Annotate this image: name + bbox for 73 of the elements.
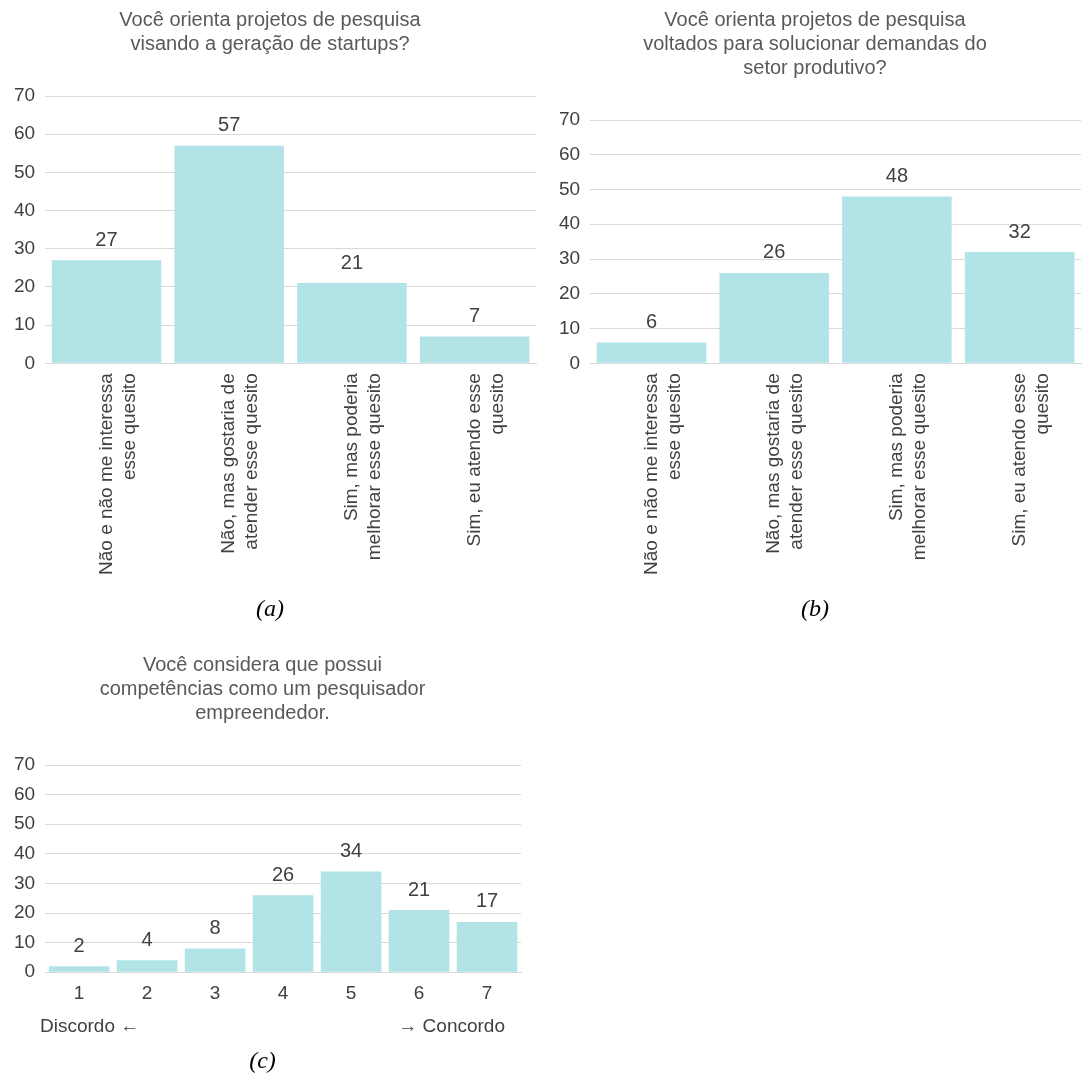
y-tick-label: 40 xyxy=(558,212,581,234)
x-tick-label: 6 xyxy=(413,981,425,1003)
x-tick-label: 5 xyxy=(345,981,357,1003)
x-tick-label: 1 xyxy=(73,981,85,1003)
y-tick-label: 70 xyxy=(13,753,36,775)
y-tick-label: 20 xyxy=(13,275,36,297)
y-tick-label: 30 xyxy=(558,247,581,269)
data-label: 17 xyxy=(475,889,499,912)
data-label: 4 xyxy=(141,927,153,950)
y-tick-label: 40 xyxy=(13,198,36,220)
chart-title: Você considera que possui competências como um pesquisador empreendedor. xyxy=(99,652,426,723)
bar xyxy=(48,966,110,972)
x-tick-label: Não e não me interessa esse quesito xyxy=(639,372,684,576)
bar xyxy=(252,895,314,972)
bar xyxy=(419,336,530,363)
x-tick-label: 7 xyxy=(481,981,493,1003)
data-label: 2 xyxy=(73,933,85,956)
data-label: 32 xyxy=(1008,219,1031,242)
y-tick-label: 30 xyxy=(13,871,36,893)
data-label: 21 xyxy=(340,250,364,273)
data-label: 27 xyxy=(95,227,118,250)
data-label: 48 xyxy=(885,163,909,186)
y-tick-label: 70 xyxy=(558,108,581,130)
text: Discordo ← xyxy=(40,1015,140,1037)
x-tick-label: 3 xyxy=(209,981,221,1003)
bar xyxy=(842,196,952,363)
y-tick-label: 0 xyxy=(569,351,581,373)
chart-title: Você orienta projetos de pesquisa voltados para solucionar demandas do setor produtivo? xyxy=(643,7,987,78)
bar xyxy=(184,948,246,972)
x-tick-label: Sim, eu atendo esse quesito xyxy=(462,373,507,547)
y-tick-label: 50 xyxy=(13,812,36,834)
text: (a) xyxy=(255,595,285,622)
x-tick-label: Não e não me interessa esse quesito xyxy=(94,372,139,576)
y-tick-label: 50 xyxy=(13,160,36,182)
data-label: 8 xyxy=(209,916,221,939)
x-tick-label: Sim, eu atendo esse quesito xyxy=(1007,373,1052,547)
bar xyxy=(596,342,707,363)
data-label: 26 xyxy=(763,240,786,263)
data-label: 7 xyxy=(469,304,481,327)
bar xyxy=(320,871,382,972)
y-tick-label: 70 xyxy=(13,84,36,106)
bar xyxy=(719,272,829,363)
y-tick-label: 0 xyxy=(24,960,36,982)
bar xyxy=(297,283,407,363)
bar xyxy=(51,260,162,363)
data-label: 57 xyxy=(218,113,241,136)
bar xyxy=(964,252,1075,363)
bar xyxy=(174,145,284,363)
bar xyxy=(116,960,178,972)
y-tick-label: 30 xyxy=(13,236,36,258)
y-tick-label: 50 xyxy=(558,177,581,199)
y-tick-label: 20 xyxy=(558,282,581,303)
bar xyxy=(388,910,450,972)
y-tick-label: 60 xyxy=(558,142,581,164)
text: (b) xyxy=(800,595,830,622)
y-tick-label: 10 xyxy=(13,930,36,952)
bar xyxy=(456,921,518,972)
y-tick-label: 20 xyxy=(13,901,36,923)
data-label: 34 xyxy=(339,839,363,862)
y-tick-label: 40 xyxy=(13,842,36,864)
y-tick-label: 60 xyxy=(13,122,36,144)
data-label: 21 xyxy=(407,877,431,900)
chart-title: Você orienta projetos de pesquisa visando a geração de startups? xyxy=(119,7,422,54)
y-tick-label: 10 xyxy=(558,316,581,338)
y-tick-label: 10 xyxy=(13,313,36,335)
data-label: 6 xyxy=(645,309,658,332)
x-tick-label: 2 xyxy=(141,981,153,1003)
text: (c) xyxy=(248,1047,277,1074)
x-tick-label: 4 xyxy=(277,981,289,1003)
text: → Concordo xyxy=(398,1015,505,1037)
y-tick-label: 0 xyxy=(24,351,36,373)
y-tick-label: 60 xyxy=(13,782,36,804)
data-label: 26 xyxy=(271,862,295,885)
